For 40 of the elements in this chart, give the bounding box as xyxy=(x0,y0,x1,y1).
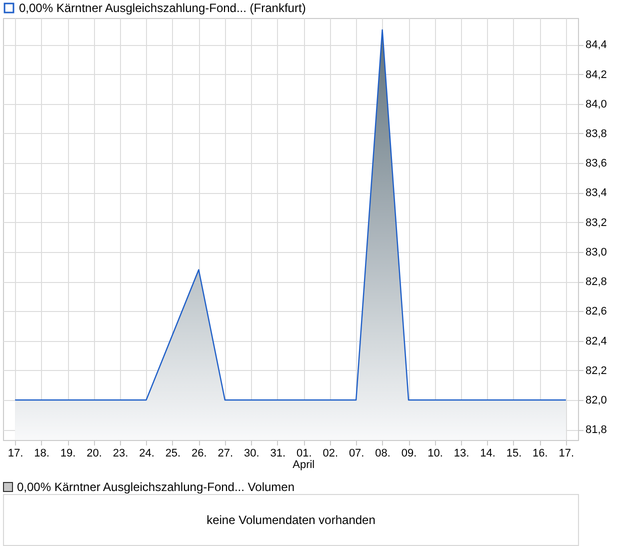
y-tick-label: 83,4 xyxy=(586,187,607,200)
x-tick-label: 10. xyxy=(428,448,443,460)
x-tick-label: 24. xyxy=(139,448,154,460)
text: keine Volumendaten vorhanden xyxy=(206,513,376,527)
y-tick-label: 84,2 xyxy=(586,68,607,81)
y-tick-label: 81,8 xyxy=(586,424,607,436)
x-tick-label: 30. xyxy=(244,448,260,460)
y-tick-label: 83,2 xyxy=(586,216,607,229)
y-tick-label: 82,4 xyxy=(586,335,607,348)
legend-label: 0,00% Kärntner Ausgleichszahlung-Fond... (Frankfurt) xyxy=(19,1,306,15)
y-tick-label: 82,8 xyxy=(586,276,607,288)
x-tick-label: 25. xyxy=(165,448,181,460)
x-tick-label: 18. xyxy=(34,448,50,460)
x-tick-label: 14. xyxy=(480,448,496,460)
x-tick-label: 27. xyxy=(218,448,234,460)
y-tick-label: 82,2 xyxy=(586,364,607,377)
x-tick-label: 08. xyxy=(375,448,390,460)
x-tick-label: 16. xyxy=(532,448,548,460)
x-tick-label: 17. xyxy=(8,448,24,460)
x-tick-label: 07. xyxy=(348,448,364,460)
x-tick-label: 15. xyxy=(506,448,522,460)
x-tick-label: 09. xyxy=(401,448,417,460)
text: 0,00% Kärntner Ausgleichszahlung-Fond... Volumen xyxy=(17,480,295,494)
x-tick-label: 02. xyxy=(322,448,338,460)
y-tick-label: 83,6 xyxy=(586,158,607,170)
x-tick-label: 13. xyxy=(454,448,470,460)
y-tick-label: 82,0 xyxy=(586,394,607,407)
x-tick-label: 19. xyxy=(60,448,76,460)
text: April xyxy=(292,459,315,471)
y-tick-label: 83,0 xyxy=(586,246,607,258)
x-tick-label: 20. xyxy=(86,448,102,460)
y-tick-label: 84,0 xyxy=(586,98,607,110)
x-tick-label: 23. xyxy=(112,448,128,460)
y-tick-label: 83,8 xyxy=(586,128,607,140)
y-tick-label: 84,4 xyxy=(586,39,607,52)
x-tick-label: 26. xyxy=(192,448,207,460)
x-tick-label: 31. xyxy=(270,448,286,460)
x-tick-label: 01. xyxy=(296,448,312,460)
y-tick-label: 82,6 xyxy=(586,306,607,318)
x-tick-label: 17. xyxy=(558,448,574,460)
